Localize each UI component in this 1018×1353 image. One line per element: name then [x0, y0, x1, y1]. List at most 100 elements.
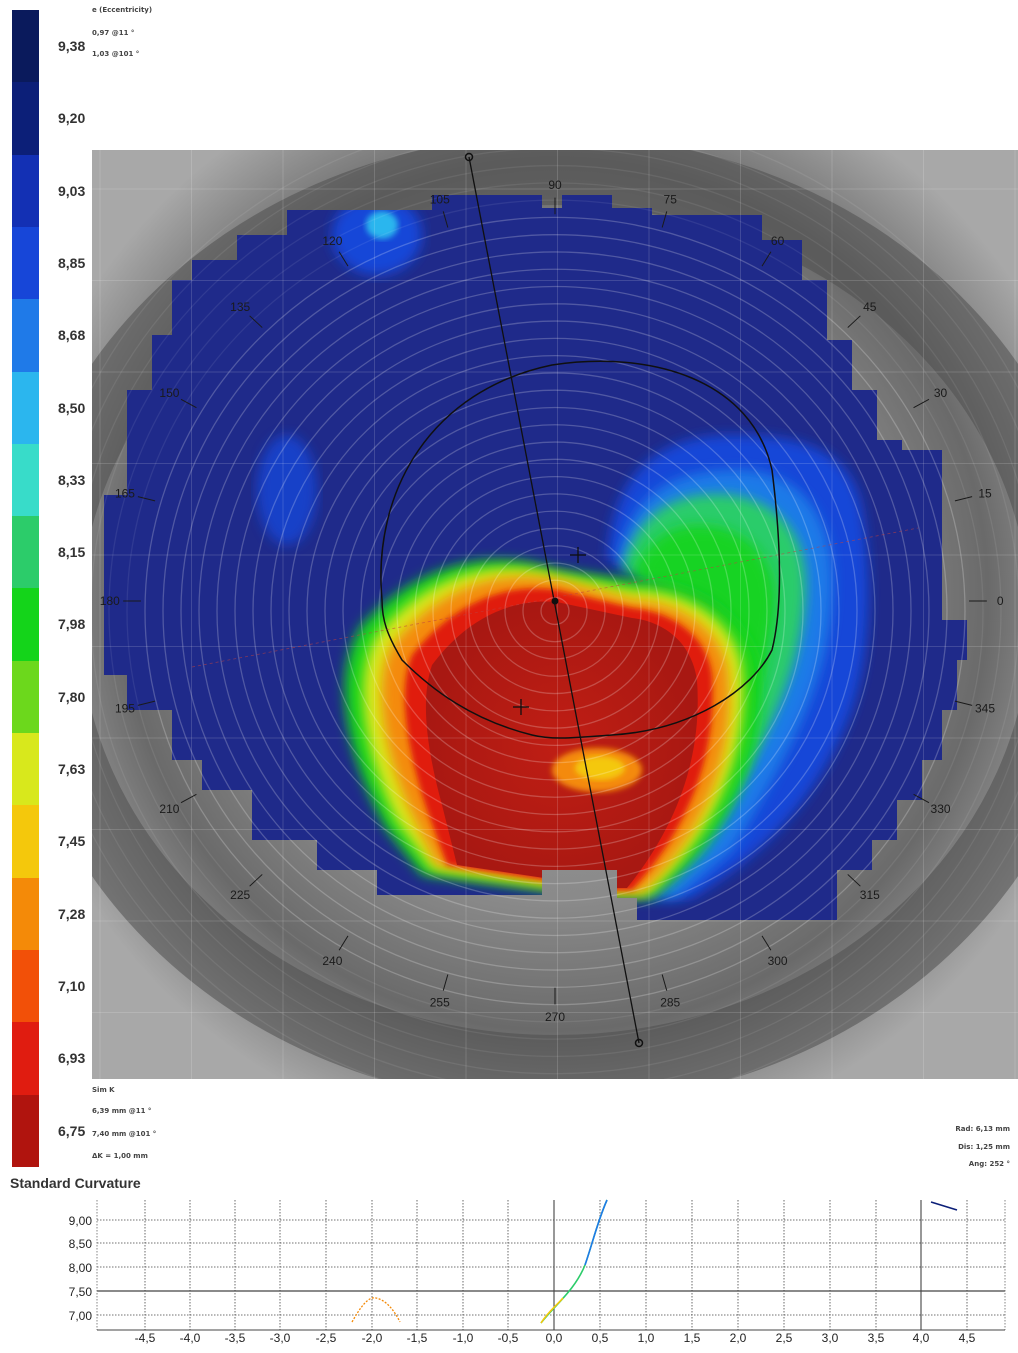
y-tick-label: 7,00 [69, 1309, 93, 1323]
scale-label: 9,20 [58, 110, 86, 127]
angle-label: 105 [430, 192, 450, 206]
angle-label: 285 [660, 996, 680, 1010]
scale-label: 8,15 [58, 544, 86, 561]
eccentricity-value-2: 1,03 @101 ° [92, 50, 140, 58]
x-tick-label: 2,0 [730, 1331, 747, 1345]
x-tick-label: -2,5 [316, 1331, 337, 1345]
scale-swatch [12, 588, 39, 662]
angle-label: 0 [997, 594, 1004, 608]
scale-swatch [12, 733, 39, 806]
profile-grid [96, 1200, 1006, 1331]
simk-value-1: 6,39 mm @11 ° [92, 1107, 152, 1115]
angle-label: 315 [860, 888, 880, 902]
x-tick-label: -2,0 [362, 1331, 383, 1345]
x-tick-label: -3,5 [225, 1331, 246, 1345]
x-tick-label: -0,5 [498, 1331, 519, 1345]
scale-label: 7,63 [58, 761, 86, 777]
y-tick-label: 7,50 [69, 1285, 93, 1299]
angle-label: 345 [975, 702, 995, 716]
x-tick-label: 0,0 [546, 1331, 563, 1345]
scale-label: 7,80 [58, 688, 86, 705]
scale-swatch [12, 371, 39, 445]
angle-label: 60 [771, 234, 785, 248]
scale-label: 7,10 [58, 977, 86, 994]
x-tick-label: 4,5 [959, 1331, 976, 1345]
scale-swatch [12, 660, 39, 734]
x-tick-label: 0,5 [592, 1331, 609, 1345]
map-grid [92, 150, 1018, 1079]
scale-label: 7,98 [58, 616, 86, 633]
angle-label: 45 [863, 300, 877, 314]
angle-label: 180 [100, 594, 120, 608]
x-tick-label: 1,5 [684, 1331, 701, 1345]
scale-swatch [12, 877, 39, 951]
y-tick-label: 9,00 [69, 1214, 93, 1228]
angle-label: 90 [548, 178, 562, 192]
angle-label: 165 [115, 486, 135, 500]
angle-label: 330 [931, 802, 951, 816]
x-tick-label: -4,5 [135, 1331, 156, 1345]
scale-swatch [12, 226, 39, 300]
angle-labels: 0 15 30 45 60 75 90 105 120 135 150 165 180 195 210 225… [100, 178, 1004, 1024]
profile-curve-left [351, 1297, 401, 1323]
angle-label: 150 [159, 386, 179, 400]
x-tick-label: 1,0 [638, 1331, 655, 1345]
angle-label: 195 [115, 702, 135, 716]
scale-swatch [12, 516, 39, 589]
x-tick-label: 3,0 [822, 1331, 839, 1345]
simk-delta: ΔK = 1,00 mm [92, 1152, 148, 1160]
y-tick-label: 8,00 [69, 1261, 93, 1275]
angle-label: 120 [322, 234, 342, 248]
eccentricity-title: e (Eccentricity) [92, 6, 153, 14]
x-tick-label: -4,0 [180, 1331, 201, 1345]
x-tick-label: 2,5 [776, 1331, 793, 1345]
curvature-profile-plot[interactable]: 9,00 8,50 8,00 7,50 7,00 -4,5 -4,0 -3,5 -3,0 -2,5… [0, 1190, 1018, 1348]
angle-label: 270 [545, 1010, 565, 1024]
scale-label: 8,33 [58, 471, 86, 488]
simk-value-2: 7,40 mm @101 ° [92, 1130, 157, 1138]
scale-label: 8,85 [58, 254, 86, 271]
angle-label: 210 [159, 802, 179, 816]
angle-label: 15 [978, 486, 992, 500]
x-tick-label: 4,0 [913, 1331, 930, 1345]
angle-label: 255 [430, 996, 450, 1010]
x-tick-label: 3,5 [868, 1331, 885, 1345]
x-tick-label: -1,0 [453, 1331, 474, 1345]
readout-distance: Dis: 1,25 mm [958, 1143, 1010, 1151]
corneal-topography-map[interactable]: 0 15 30 45 60 75 90 105 120 135 150 165 180 195 210 225… [92, 150, 1018, 1079]
scale-label: 9,38 [58, 38, 86, 54]
pupil-outline [380, 360, 781, 739]
scale-label: 6,93 [58, 1050, 86, 1067]
readout-radius: Rad: 6,13 mm [955, 1125, 1010, 1133]
scale-label: 8,68 [58, 327, 86, 344]
profile-axis-labels: 9,00 8,50 8,00 7,50 7,00 -4,5 -4,0 -3,5 -3,0 -2,5… [69, 1214, 976, 1345]
scale-swatch [12, 805, 39, 879]
angle-label: 240 [322, 954, 342, 968]
readout-angle: Ang: 252 ° [968, 1160, 1010, 1168]
profile-curve-center [540, 1199, 608, 1324]
x-tick-label: -1,5 [407, 1331, 428, 1345]
y-tick-label: 8,50 [69, 1237, 93, 1251]
scale-label: 6,75 [58, 1122, 86, 1139]
angle-label: 300 [768, 954, 788, 968]
scale-swatch [12, 949, 39, 1023]
scale-label: 8,50 [58, 399, 86, 416]
scale-label: 7,28 [58, 905, 86, 922]
scale-label: 9,03 [58, 182, 86, 199]
angle-label: 75 [664, 192, 678, 206]
scale-swatch [12, 10, 39, 83]
corneal-center-marker [570, 547, 586, 563]
scale-label: 7,45 [58, 833, 86, 850]
simk-title: Sim K [92, 1086, 115, 1094]
scale-swatch [12, 443, 39, 517]
pupil-center-marker [513, 699, 529, 715]
scale-swatch [12, 1022, 39, 1095]
angle-label: 30 [934, 386, 948, 400]
scale-swatch [12, 299, 39, 372]
scale-swatch [12, 154, 39, 228]
scale-swatch [12, 1094, 39, 1168]
eccentricity-value-1: 0,97 @11 ° [92, 29, 135, 37]
angle-label: 225 [230, 888, 250, 902]
x-tick-label: -3,0 [270, 1331, 291, 1345]
scale-swatch [12, 82, 39, 156]
